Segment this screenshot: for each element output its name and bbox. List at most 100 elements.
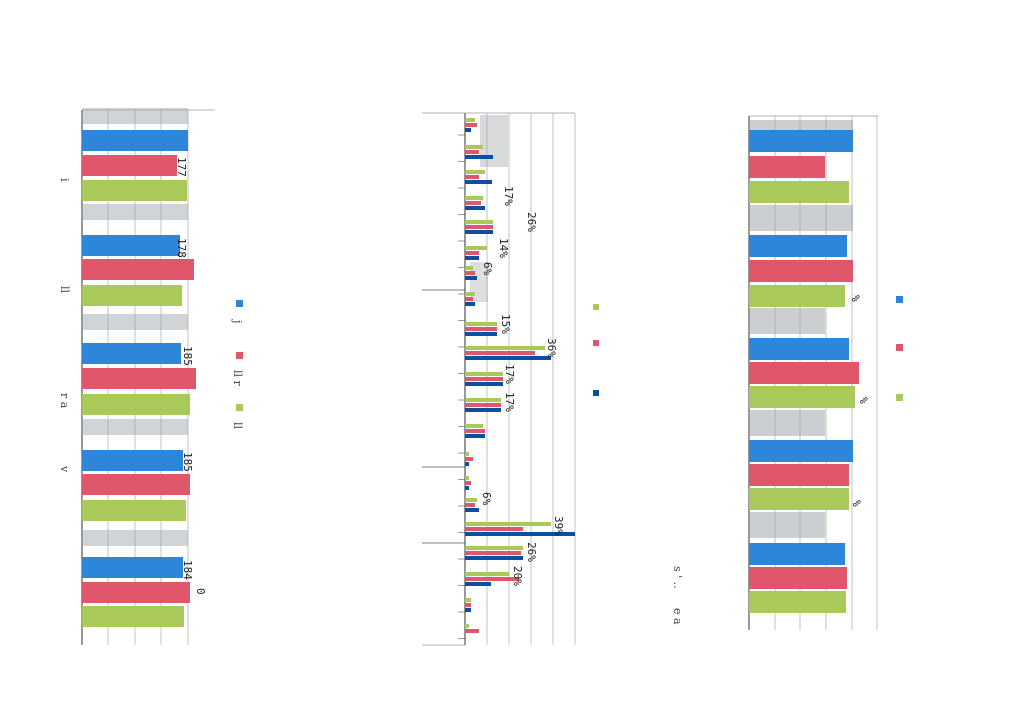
chart1-label-177: 177 <box>175 157 188 177</box>
chart2-bar-red <box>465 403 501 407</box>
chart2-label-26a: 26% <box>525 212 538 232</box>
chart-2-middle-panel <box>422 112 576 646</box>
chart1-legend: j ll r ll <box>231 300 244 430</box>
chart2-bar-green <box>465 196 483 200</box>
chart2-bar-darkblue <box>465 332 497 336</box>
chart1-bar-blue <box>82 343 181 364</box>
chart3-label-pct-3: % <box>850 500 863 507</box>
chart1-bar-green <box>82 394 190 415</box>
chart1-bar-blue <box>82 557 183 578</box>
chart2-bar-red <box>465 429 485 433</box>
chart1-legend-swatch-blue <box>236 300 243 307</box>
chart2-bar-red <box>465 377 503 381</box>
chart2-gray-band <box>480 115 508 167</box>
chart2-bar-darkblue <box>465 276 477 280</box>
chart2-bar-green <box>465 476 469 480</box>
chart2-bar-green <box>465 424 483 428</box>
chart2-bar-green <box>465 624 469 628</box>
chart3-bar-blue <box>749 440 853 462</box>
chart1-bar-green <box>82 285 182 306</box>
chart2-bar-red <box>465 297 473 301</box>
chart2-bar-red <box>465 251 479 255</box>
chart1-stray-v: v <box>58 465 71 473</box>
chart2-bar-darkblue <box>465 230 493 234</box>
chart2-bar-darkblue <box>465 556 523 560</box>
chart2-bar-red <box>465 527 523 531</box>
chart2-bar-green <box>465 246 487 250</box>
chart2-bar-green <box>465 572 509 576</box>
chart2-bar-red <box>465 150 479 154</box>
chart3-gray-band <box>749 512 825 538</box>
chart3-bar-green <box>749 181 849 203</box>
chart1-label-185a: 185 <box>181 346 194 366</box>
chart2-bar-green <box>465 118 475 122</box>
chart1-bar-red <box>82 368 196 389</box>
chart2-legend <box>593 304 599 396</box>
chart2-bar-green <box>465 170 485 174</box>
chart2-bar-green <box>465 398 501 402</box>
chart2-label-17a: 17% <box>502 186 515 206</box>
chart1-gray-band <box>82 204 188 220</box>
chart2-bar-green <box>465 266 473 270</box>
chart1-legend-label-3: ll <box>231 422 244 430</box>
chart2-bar-red <box>465 481 471 485</box>
chart1-stray-i: i <box>58 178 71 182</box>
chart-3-right-panel <box>748 115 878 630</box>
chart1-bar-red <box>82 259 194 280</box>
chart3-gray-band <box>749 410 825 436</box>
chart3-bar-red <box>749 362 859 384</box>
chart1-bar-red <box>82 582 190 603</box>
chart2-legend-swatch-green <box>593 304 599 310</box>
chart2-bar-darkblue <box>465 382 503 386</box>
chart2-bar-darkblue <box>465 408 501 412</box>
chart1-stray-ra: r a <box>58 393 71 409</box>
chart3-bar-green <box>749 386 855 408</box>
chart3-bar-blue <box>749 338 849 360</box>
chart3-bar-green <box>749 488 849 510</box>
chart3-bar-green <box>749 591 846 613</box>
chart2-bar-red <box>465 327 497 331</box>
chart2-bar-green <box>465 598 471 602</box>
chart2-label-36: 36% <box>545 338 558 358</box>
chart3-legend-swatch-blue <box>896 296 903 303</box>
chart3-bar-red <box>749 156 825 178</box>
chart2-bar-darkblue <box>465 180 492 184</box>
chart2-legend-swatch-darkblue <box>593 390 599 396</box>
chart2-bar-darkblue <box>465 256 479 260</box>
chart3-gray-band <box>749 308 825 334</box>
chart2-label-17b: 17% <box>503 364 516 384</box>
chart2-bar-red <box>465 175 479 179</box>
chart1-bar-blue <box>82 450 183 471</box>
chart1-gray-band <box>82 419 188 435</box>
chart3-stray-ea: e a <box>671 608 684 625</box>
chart2-bar-red <box>465 271 475 275</box>
chart3-bar-blue <box>749 130 853 152</box>
chart2-label-15: 15% <box>499 314 512 334</box>
chart1-bar-blue <box>82 130 188 151</box>
chart2-bar-green <box>465 220 493 224</box>
chart3-stray-s: s ' .. <box>671 566 684 589</box>
chart1-bar-blue <box>82 235 180 256</box>
chart2-bar-darkblue <box>465 302 475 306</box>
chart-1-left-panel <box>81 108 215 645</box>
chart2-label-14: 14% <box>497 238 510 258</box>
chart2-bar-darkblue <box>465 128 471 132</box>
chart3-bar-red <box>749 464 849 486</box>
chart2-bar-darkblue <box>465 356 551 360</box>
chart3-bar-blue <box>749 543 845 565</box>
chart2-bar-red <box>465 503 475 507</box>
chart2-bar-red <box>465 225 493 229</box>
chart2-bar-darkblue <box>465 434 485 438</box>
chart1-legend-swatch-red <box>236 352 243 359</box>
chart2-legend-swatch-red <box>593 340 599 346</box>
chart2-bar-red <box>465 351 535 355</box>
chart3-bar-red <box>749 260 853 282</box>
chart2-bar-darkblue <box>465 155 493 159</box>
chart2-bar-red <box>465 577 519 581</box>
chart1-stray-ll: ll <box>58 286 71 294</box>
chart2-bar-green <box>465 346 545 350</box>
chart1-gray-band <box>82 530 188 546</box>
chart2-label-17c: 17% <box>503 392 516 412</box>
chart2-bar-darkblue <box>465 532 575 536</box>
